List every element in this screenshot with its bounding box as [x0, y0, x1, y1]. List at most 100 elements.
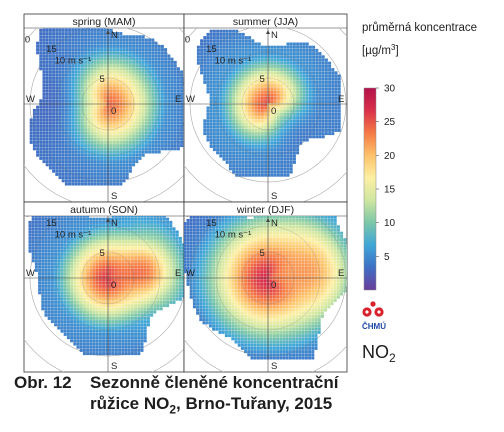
field-cell: [93, 160, 97, 164]
field-cell: [42, 89, 46, 93]
field-cell: [34, 216, 38, 218]
field-cell: [164, 51, 168, 55]
field-cell: [96, 48, 100, 52]
field-cell: [74, 112, 78, 116]
field-cell: [74, 128, 78, 132]
field-cell: [219, 128, 223, 132]
field-cell: [151, 108, 155, 112]
field-cell: [112, 150, 116, 154]
field-cell: [254, 148, 258, 152]
field-cell: [225, 36, 229, 40]
field-cell: [63, 297, 67, 301]
field-cell: [122, 147, 126, 151]
field-cell: [176, 115, 180, 119]
field-cell: [90, 147, 94, 151]
field-cell: [125, 60, 129, 64]
field-cell: [264, 90, 268, 94]
field-cell: [34, 265, 38, 269]
field-cell: [170, 60, 174, 64]
field-cell: [55, 83, 59, 87]
field-cell: [61, 38, 65, 42]
field-cell: [292, 90, 296, 94]
field-cell: [77, 137, 81, 141]
field-cell: [29, 128, 33, 132]
field-cell: [84, 38, 88, 42]
field-cell: [244, 164, 248, 168]
field-cell: [318, 109, 322, 113]
field-cell: [254, 154, 258, 158]
field-cell: [150, 252, 154, 256]
field-cell: [48, 48, 52, 52]
field-cell: [164, 128, 168, 132]
field-cell: [299, 84, 303, 88]
field-cell: [305, 45, 309, 49]
field-cell: [57, 268, 61, 272]
field-cell: [296, 87, 300, 91]
field-cell: [50, 288, 54, 292]
field-cell: [175, 284, 179, 288]
field-cell: [128, 64, 132, 68]
field-cell: [154, 147, 158, 151]
field-cell: [70, 224, 74, 228]
field-cell: [135, 131, 139, 135]
field-cell: [48, 156, 52, 160]
field-cell: [180, 118, 184, 122]
field-cell: [87, 89, 91, 93]
field-cell: [135, 64, 139, 68]
field-cell: [167, 83, 171, 87]
field-cell: [48, 150, 52, 154]
field-cell: [302, 106, 306, 110]
field-cell: [77, 163, 81, 167]
field-cell: [267, 100, 271, 104]
field-cell: [156, 249, 160, 253]
field-cell: [95, 246, 99, 250]
field-cell: [60, 284, 64, 288]
field-cell: [235, 164, 239, 168]
field-cell: [135, 105, 139, 109]
field-cell: [270, 103, 274, 107]
field-cell: [286, 103, 290, 107]
field-cell: [80, 67, 84, 71]
field-cell: [118, 243, 122, 247]
field-cell: [273, 112, 277, 116]
field-cell: [276, 84, 280, 88]
field-cell: [273, 93, 277, 97]
field-cell: [235, 29, 239, 33]
field-cell: [169, 262, 173, 266]
field-cell: [50, 265, 54, 269]
field-cell: [225, 42, 229, 46]
field-cell: [151, 67, 155, 71]
field-cell: [232, 109, 236, 113]
field-cell: [308, 116, 312, 120]
field-cell: [70, 252, 74, 256]
field-cell: [90, 163, 94, 167]
field-cell: [63, 220, 67, 224]
field-cell: [93, 70, 97, 74]
field-cell: [138, 41, 142, 45]
field-cell: [105, 236, 109, 240]
field-cell: [77, 112, 81, 116]
field-cell: [60, 233, 64, 237]
field-cell: [324, 100, 328, 104]
field-cell: [315, 96, 319, 100]
field-cell: [209, 36, 213, 40]
field-cell: [42, 144, 46, 148]
field-cell: [248, 122, 252, 126]
field-cell: [232, 106, 236, 110]
field-cell: [280, 68, 284, 72]
field-cell: [82, 265, 86, 269]
field-cell: [164, 134, 168, 138]
field-cell: [148, 134, 152, 138]
field-cell: [114, 249, 118, 253]
field-cell: [289, 93, 293, 97]
field-cell: [248, 106, 252, 110]
field-cell: [160, 57, 164, 61]
field-cell: [89, 275, 93, 279]
field-cell: [312, 125, 316, 129]
field-cell: [124, 220, 128, 224]
field-cell: [206, 112, 210, 116]
field-cell: [176, 118, 180, 122]
field-cell: [111, 233, 115, 237]
field-cell: [273, 151, 277, 155]
